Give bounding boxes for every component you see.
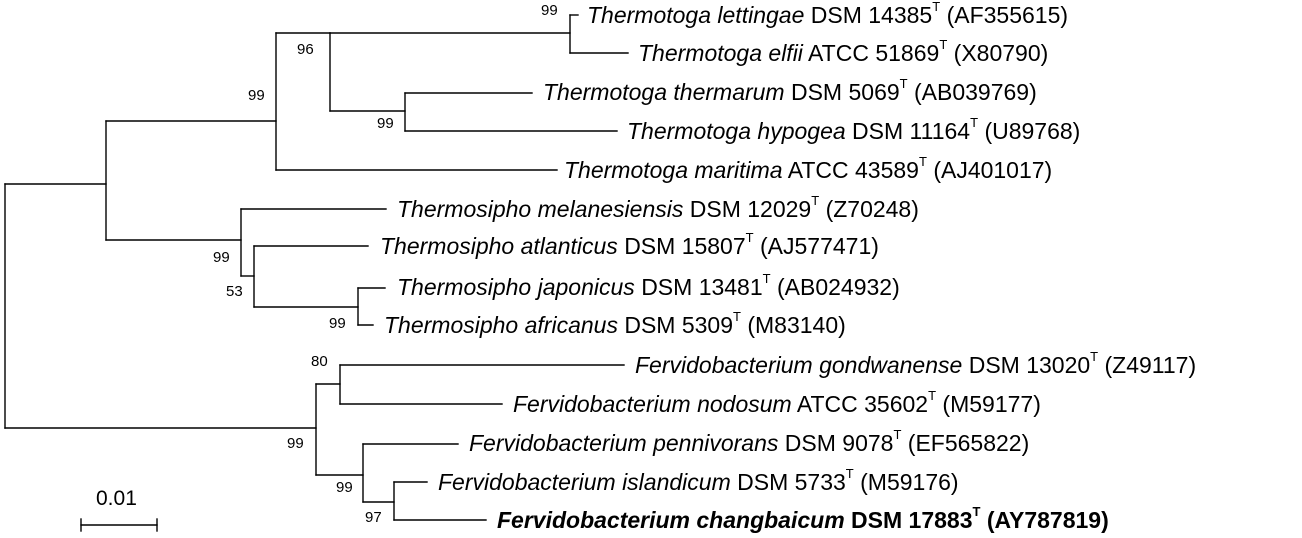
bootstrap-value: 53	[226, 283, 243, 300]
taxon-label-highlighted: Fervidobacterium changbaicum DSM 17883T …	[497, 504, 1109, 533]
scale-bar-label: 0.01	[96, 487, 137, 510]
taxon-label: Thermosipho japonicus DSM 13481T (AB0249…	[397, 271, 900, 300]
bootstrap-value: 99	[336, 479, 353, 496]
taxon-label: Fervidobacterium islandicum DSM 5733T (M…	[438, 466, 959, 495]
taxon-label: Fervidobacterium gondwanense DSM 13020T …	[635, 349, 1197, 378]
bootstrap-value: 99	[377, 115, 394, 132]
taxon-label: Thermosipho melanesiensis DSM 12029T (Z7…	[397, 193, 919, 222]
taxon-label: Thermotoga maritima ATCC 43589T (AJ40101…	[564, 154, 1053, 183]
taxon-label: Thermotoga hypogea DSM 11164T (U89768)	[627, 115, 1081, 144]
bootstrap-value: 97	[365, 509, 382, 526]
bootstrap-value: 99	[329, 315, 346, 332]
taxon-label: Thermosipho atlanticus DSM 15807T (AJ577…	[380, 230, 879, 259]
taxon-label: Thermosipho africanus DSM 5309T (M83140)	[384, 309, 846, 338]
taxon-label: Thermotoga elfii ATCC 51869T (X80790)	[638, 37, 1049, 66]
bootstrap-value: 80	[311, 353, 328, 370]
bootstrap-value: 96	[297, 41, 314, 58]
bootstrap-value: 99	[213, 249, 230, 266]
taxon-label: Thermotoga thermarum DSM 5069T (AB039769…	[543, 76, 1037, 105]
taxon-label: Fervidobacterium pennivorans DSM 9078T (…	[469, 427, 1030, 456]
taxon-label: Fervidobacterium nodosum ATCC 35602T (M5…	[513, 388, 1041, 417]
bootstrap-value: 99	[541, 2, 558, 19]
taxon-label: Thermotoga lettingae DSM 14385T (AF35561…	[587, 0, 1069, 28]
bootstrap-value: 99	[248, 87, 265, 104]
bootstrap-value: 99	[287, 435, 304, 452]
